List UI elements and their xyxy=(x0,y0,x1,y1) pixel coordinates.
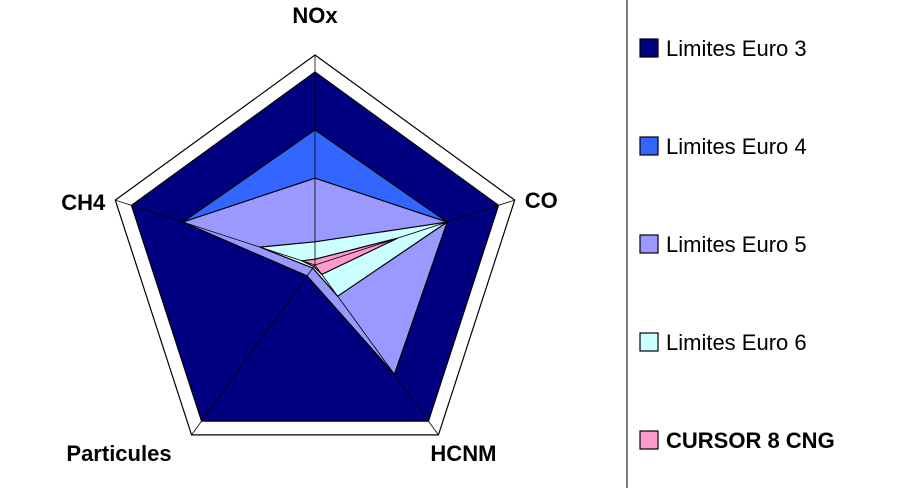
axis-label-nox: NOx xyxy=(292,3,338,28)
legend-swatch-limites-euro-4 xyxy=(639,136,659,156)
legend-label-limites-euro-6: Limites Euro 6 xyxy=(666,330,807,355)
axis-label-ch4: CH4 xyxy=(61,190,106,215)
spoke-ch4 xyxy=(115,199,316,266)
axis-label-hcnm: HCNM xyxy=(430,441,496,466)
legend-swatch-limites-euro-3 xyxy=(639,38,659,58)
axis-label-co: CO xyxy=(525,188,558,213)
legend-label-cursor-8-cng: CURSOR 8 CNG xyxy=(666,428,835,453)
spoke-layer xyxy=(115,55,515,436)
legend-swatch-limites-euro-6 xyxy=(639,332,659,352)
legend-swatch-limites-euro-5 xyxy=(639,234,659,254)
legend-swatch-cursor-8-cng xyxy=(639,430,659,450)
series-cursor-8-cng xyxy=(300,237,398,276)
spoke-hcnm xyxy=(314,264,439,436)
legend-label-limites-euro-4: Limites Euro 4 xyxy=(666,134,807,159)
legend-label-limites-euro-5: Limites Euro 5 xyxy=(666,232,807,257)
legend: Limites Euro 3 Limites Euro 4 Limites Euro… xyxy=(639,36,835,453)
spoke-co xyxy=(314,199,515,266)
spoke-particules xyxy=(191,264,316,436)
series-limites-euro-5 xyxy=(181,177,448,376)
axis-labels: NOx CO HCNM Particules CH4 xyxy=(61,3,557,466)
legend-label-limites-euro-3: Limites Euro 3 xyxy=(666,36,807,61)
axis-label-particules: Particules xyxy=(66,441,171,466)
